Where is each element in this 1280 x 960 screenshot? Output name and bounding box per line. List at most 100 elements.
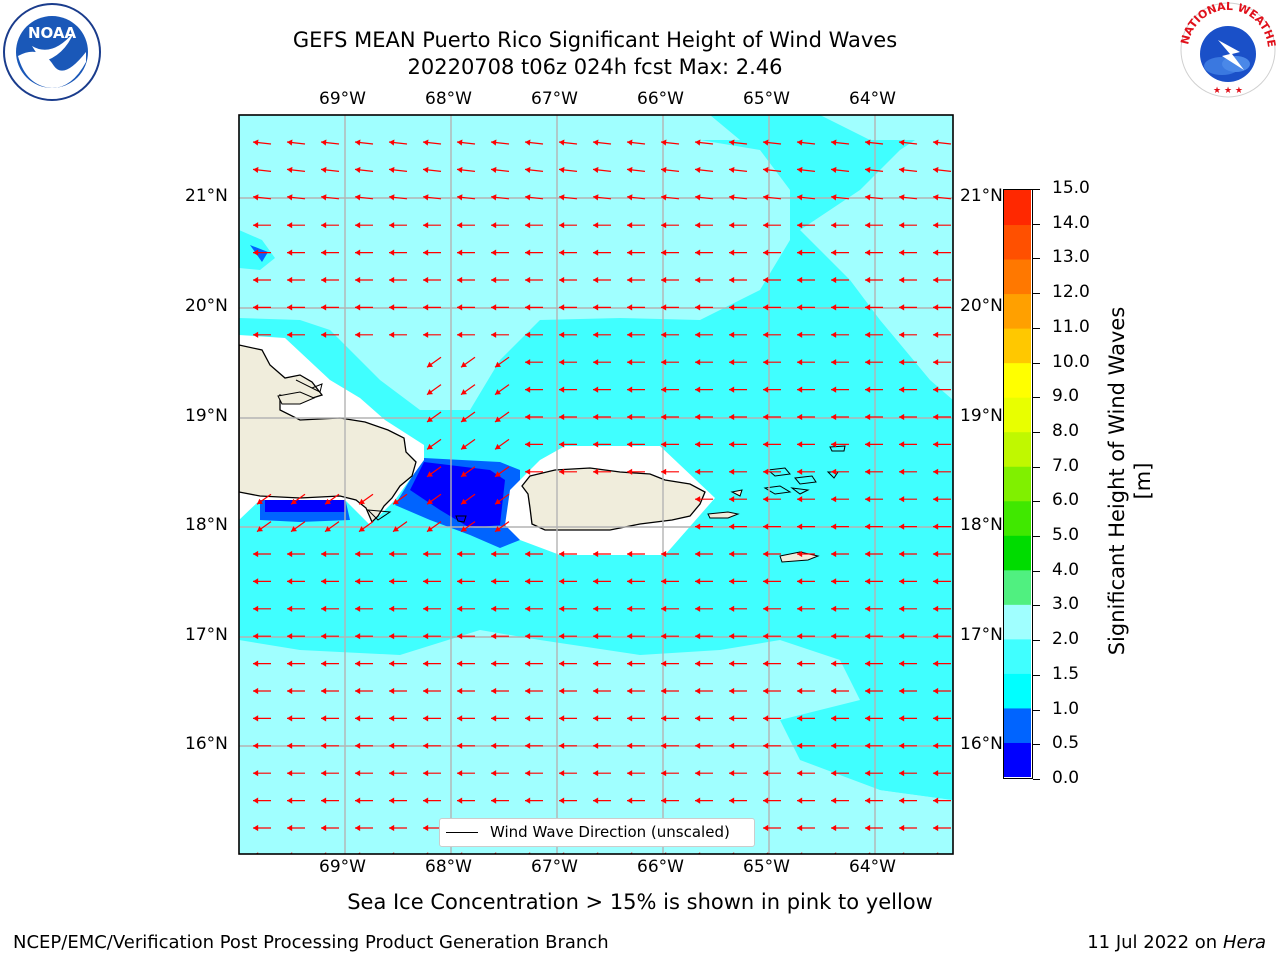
wave-arrow-head xyxy=(457,742,463,749)
wave-arrow-head xyxy=(933,687,939,695)
wave-arrow-head xyxy=(831,550,837,558)
wave-arrow-head xyxy=(797,824,803,832)
wave-arrow xyxy=(256,521,272,533)
wave-arrow-head xyxy=(661,742,667,749)
wave-arrow-head xyxy=(253,249,259,256)
wave-arrow-head xyxy=(729,222,735,229)
wave-arrow-head xyxy=(627,359,633,366)
wave-arrow-head xyxy=(933,166,939,174)
wave-arrow-head xyxy=(831,633,837,640)
wave-arrow xyxy=(660,168,680,172)
wave-arrow-head xyxy=(627,249,633,256)
wave-arrow-head xyxy=(763,660,769,667)
wave-arrow-head xyxy=(355,276,361,284)
wave-arrow xyxy=(592,141,612,145)
wave-arrow-head xyxy=(491,276,497,284)
wave-arrow-head xyxy=(491,742,497,749)
wave-arrow xyxy=(422,196,442,200)
wave-arrow xyxy=(358,521,374,533)
wave-arrow-head xyxy=(695,222,701,229)
wave-arrow-head xyxy=(393,498,399,505)
wave-arrow-head xyxy=(253,687,259,695)
wave-arrow-head xyxy=(729,413,735,421)
wave-arrow xyxy=(864,141,884,145)
wave-arrow-head xyxy=(457,139,463,146)
wave-arrow-head xyxy=(389,194,395,201)
wave-arrow-head xyxy=(389,550,395,558)
wave-arrow-head xyxy=(559,166,565,174)
wave-arrow-head xyxy=(525,715,531,722)
wave-arrow-head xyxy=(933,496,939,503)
lon-label-top: 69°W xyxy=(319,89,366,109)
wave-arrow-head xyxy=(729,468,735,475)
wave-arrow-head xyxy=(457,578,463,585)
wave-arrow-head xyxy=(287,222,293,229)
wave-arrow-head xyxy=(933,222,939,229)
wave-arrow-head xyxy=(355,605,361,612)
wave-arrow-head xyxy=(729,687,735,695)
wave-arrow-head xyxy=(865,468,871,475)
wave-arrow xyxy=(762,196,782,200)
wave-arrow xyxy=(524,196,544,200)
wave-arrow-head xyxy=(899,578,905,585)
wave-arrow-head xyxy=(797,605,803,612)
colorbar-tick-label: 3.0 xyxy=(1052,594,1080,615)
wave-arrow-head xyxy=(457,276,463,284)
wave-arrow-head xyxy=(695,633,701,640)
wave-arrow-head xyxy=(831,578,837,585)
wave-arrow-head xyxy=(695,304,701,311)
wave-arrow-head xyxy=(865,413,871,421)
wave-arrow xyxy=(762,168,782,172)
wave-arrow xyxy=(558,168,578,172)
wave-arrow-head xyxy=(457,660,463,667)
wave-arrow-head xyxy=(491,194,497,201)
wave-arrow-head xyxy=(559,715,565,722)
wave-arrow xyxy=(796,141,816,145)
wave-arrow-head xyxy=(461,389,467,395)
wave-arrow-head xyxy=(257,498,263,505)
lat-label-left: 21°N xyxy=(185,186,228,206)
svg-text:★ ★ ★: ★ ★ ★ xyxy=(1213,86,1243,96)
lon-label-bottom: 68°W xyxy=(425,857,472,877)
wave-arrow-head xyxy=(695,249,701,256)
lat-label-right: 16°N xyxy=(960,734,1003,754)
wave-arrow xyxy=(694,141,714,145)
wave-arrow-head xyxy=(287,770,293,777)
wave-arrow-head xyxy=(355,331,361,338)
wave-arrow-head xyxy=(661,770,667,777)
wave-arrow-head xyxy=(763,166,769,174)
wave-arrow-head xyxy=(427,471,433,477)
wave-arrow xyxy=(320,141,340,145)
wave-arrow xyxy=(460,493,476,505)
wave-arrow-head xyxy=(831,605,837,612)
wave-arrow-head xyxy=(729,605,735,612)
wave-arrow-head xyxy=(695,166,701,174)
wave-arrow-head xyxy=(797,578,803,585)
wave-arrow-head xyxy=(797,441,803,448)
wave-arrow-head xyxy=(389,824,395,832)
wave-arrow-head xyxy=(423,222,429,229)
wave-arrow-head xyxy=(831,386,837,393)
wave-arrow-head xyxy=(321,687,327,695)
wave-arrow-head xyxy=(593,578,599,585)
wave-arrow-head xyxy=(831,222,837,229)
wave-arrow-head xyxy=(355,715,361,722)
colorbar-band xyxy=(1004,604,1031,640)
wave-arrow-head xyxy=(865,166,871,174)
wave-arrow-head xyxy=(253,770,259,777)
wave-arrow-head xyxy=(729,249,735,256)
wave-arrow-head xyxy=(627,550,633,558)
wave-arrow-head xyxy=(627,660,633,667)
wave-arrow-head xyxy=(355,304,361,311)
colorbar-tick-mark xyxy=(1033,744,1040,746)
wave-arrow-head xyxy=(865,550,871,558)
wave-arrow-head xyxy=(457,304,463,311)
wave-arrow-head xyxy=(287,824,293,832)
wave-arrow-head xyxy=(287,578,293,585)
wave-arrow-head xyxy=(627,468,633,475)
wave-arrow-head xyxy=(461,416,467,422)
lon-label-top: 66°W xyxy=(637,89,684,109)
wave-arrow xyxy=(320,168,340,172)
wave-arrow-head xyxy=(729,304,735,311)
wave-arrow-head xyxy=(831,496,837,503)
